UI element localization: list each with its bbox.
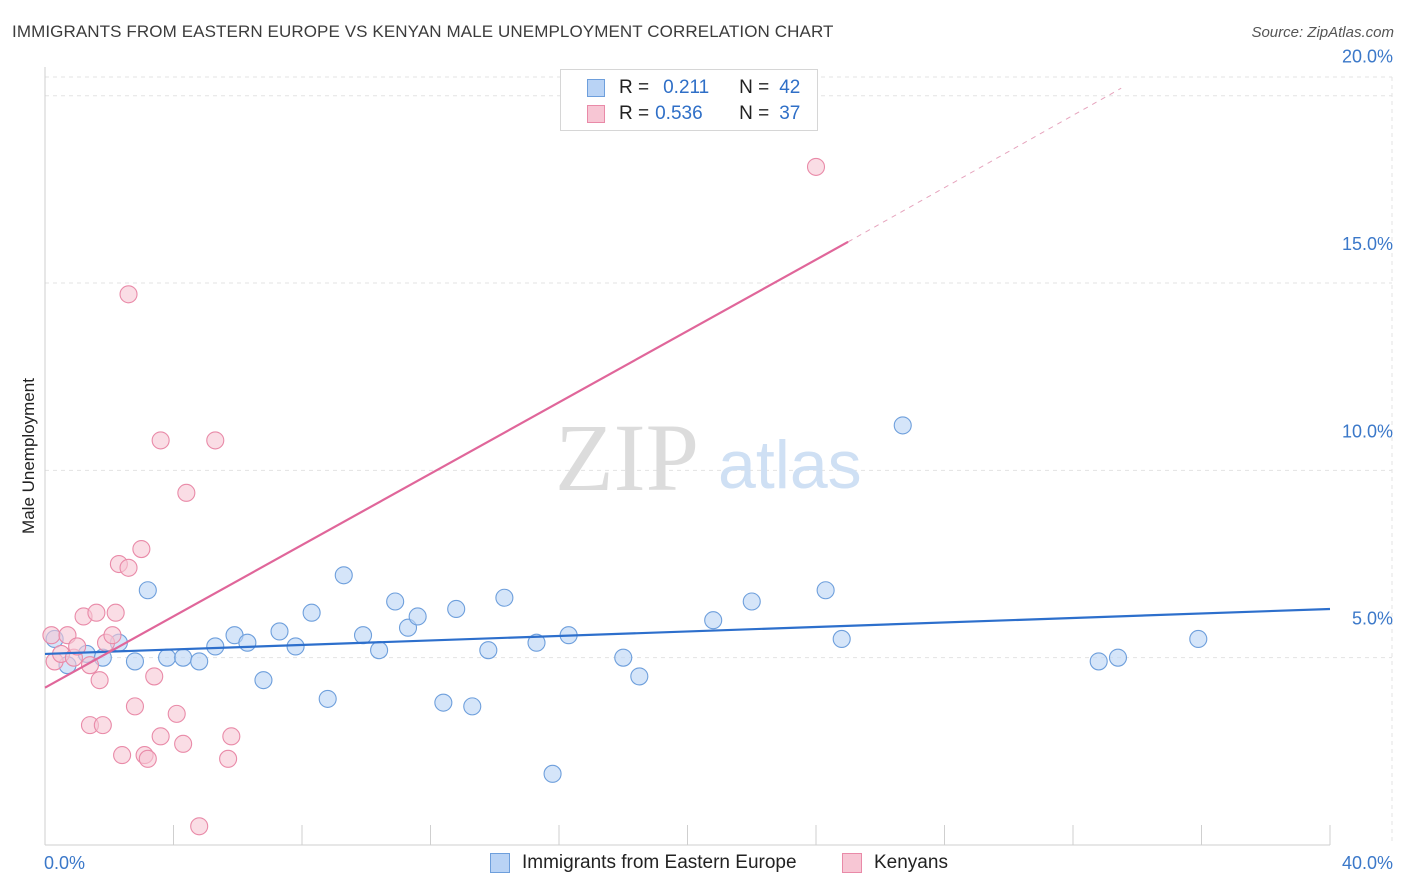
point-blue bbox=[302, 603, 321, 622]
point-pink bbox=[190, 817, 209, 836]
point-pink bbox=[174, 734, 193, 753]
point-blue bbox=[495, 588, 514, 607]
point-pink bbox=[145, 667, 164, 686]
point-pink bbox=[219, 749, 238, 768]
trendline-blue bbox=[44, 607, 1331, 656]
point-pink bbox=[119, 285, 138, 304]
correlation-legend: R = 0.211 N = 42 R = 0.536 N = 37 bbox=[560, 69, 818, 131]
trend-layer bbox=[44, 87, 1331, 689]
point-pink bbox=[113, 746, 132, 765]
legend-n-value: 42 bbox=[779, 77, 801, 98]
point-pink bbox=[68, 637, 87, 656]
axis-layer: 5.0% 10.0% 15.0% 20.0% 0.0% 40.0% bbox=[44, 47, 1393, 873]
legend-swatch-pink bbox=[587, 105, 605, 123]
y-tick-label: 20.0% bbox=[1342, 47, 1393, 67]
point-blue bbox=[270, 622, 289, 641]
point-blue bbox=[206, 637, 225, 656]
point-pink bbox=[103, 626, 122, 645]
point-blue bbox=[893, 416, 912, 435]
series-label-blue: Immigrants from Eastern Europe bbox=[522, 852, 797, 873]
legend-r-label: R = bbox=[619, 103, 650, 124]
point-blue bbox=[742, 592, 761, 611]
point-blue bbox=[447, 599, 466, 619]
point-blue bbox=[704, 611, 723, 630]
x-tick-label: 0.0% bbox=[44, 853, 85, 873]
point-pink bbox=[132, 539, 151, 559]
series-label-pink: Kenyans bbox=[874, 852, 948, 873]
watermark-zip: ZIP bbox=[555, 404, 699, 511]
series-legend-item-blue: Immigrants from Eastern Europe bbox=[490, 852, 797, 874]
point-blue bbox=[630, 667, 649, 686]
point-blue bbox=[190, 652, 209, 671]
point-blue bbox=[463, 697, 482, 716]
point-blue bbox=[1189, 629, 1208, 649]
legend-r-value: 0.536 bbox=[655, 103, 703, 124]
series-swatch-blue bbox=[490, 853, 510, 873]
point-blue bbox=[125, 652, 144, 671]
trendline-pink bbox=[44, 240, 849, 689]
point-blue bbox=[479, 641, 498, 660]
point-blue bbox=[1108, 648, 1128, 667]
y-tick-label: 15.0% bbox=[1342, 234, 1393, 254]
point-pink bbox=[125, 697, 144, 716]
point-blue bbox=[138, 581, 157, 600]
watermark: ZIP atlas bbox=[555, 404, 862, 511]
legend-n-label: N = bbox=[739, 103, 770, 124]
point-blue bbox=[434, 693, 453, 712]
legend-row-blue: R = 0.211 N = 42 bbox=[587, 76, 800, 100]
point-blue bbox=[174, 648, 193, 667]
point-pink bbox=[151, 727, 170, 746]
chart-title: IMMIGRANTS FROM EASTERN EUROPE VS KENYAN… bbox=[12, 22, 834, 41]
series-legend-item-pink: Kenyans bbox=[842, 852, 948, 874]
series-swatch-pink bbox=[842, 853, 862, 873]
point-blue bbox=[832, 629, 851, 649]
point-pink bbox=[806, 157, 826, 176]
point-pink bbox=[119, 558, 138, 577]
x-tick-label: 40.0% bbox=[1342, 853, 1393, 873]
point-blue bbox=[527, 633, 546, 652]
point-blue bbox=[238, 633, 257, 652]
point-pink bbox=[42, 626, 61, 645]
y-tick-label: 5.0% bbox=[1352, 609, 1393, 629]
legend-n-value: 37 bbox=[779, 103, 801, 124]
point-blue bbox=[816, 581, 835, 600]
point-blue bbox=[1089, 652, 1108, 671]
legend-n-label: N = bbox=[739, 77, 770, 98]
y-tick-label: 10.0% bbox=[1342, 421, 1393, 441]
legend-swatch-blue bbox=[587, 79, 605, 97]
series-legend: Immigrants from Eastern Europe Kenyans bbox=[0, 852, 1406, 878]
point-pink bbox=[167, 704, 186, 723]
y-axis-label: Male Unemployment bbox=[19, 378, 38, 534]
point-pink bbox=[151, 431, 170, 450]
point-pink bbox=[93, 716, 112, 735]
legend-row-pink: R = 0.536 N = 37 bbox=[587, 102, 800, 126]
point-pink bbox=[138, 749, 157, 768]
grid-layer bbox=[45, 76, 1393, 845]
point-blue bbox=[318, 689, 337, 708]
point-blue bbox=[543, 764, 562, 783]
point-pink bbox=[87, 603, 106, 622]
points-layer bbox=[42, 157, 1208, 836]
watermark-atlas: atlas bbox=[718, 427, 862, 503]
point-pink bbox=[90, 671, 109, 690]
point-blue bbox=[254, 671, 273, 690]
point-pink bbox=[177, 483, 196, 502]
point-pink bbox=[206, 431, 225, 450]
point-blue bbox=[614, 648, 633, 667]
point-blue bbox=[353, 626, 373, 645]
point-blue bbox=[334, 566, 353, 585]
point-pink bbox=[106, 603, 125, 622]
point-blue bbox=[158, 648, 177, 667]
point-blue bbox=[370, 641, 389, 660]
source-label: Source: ZipAtlas.com bbox=[1251, 24, 1394, 41]
point-blue bbox=[386, 592, 405, 611]
point-blue bbox=[408, 607, 427, 626]
trendline-extension-pink bbox=[847, 87, 1122, 243]
legend-r-label: R = bbox=[619, 77, 650, 98]
legend-r-value: 0.211 bbox=[663, 77, 710, 98]
point-pink bbox=[222, 727, 241, 746]
